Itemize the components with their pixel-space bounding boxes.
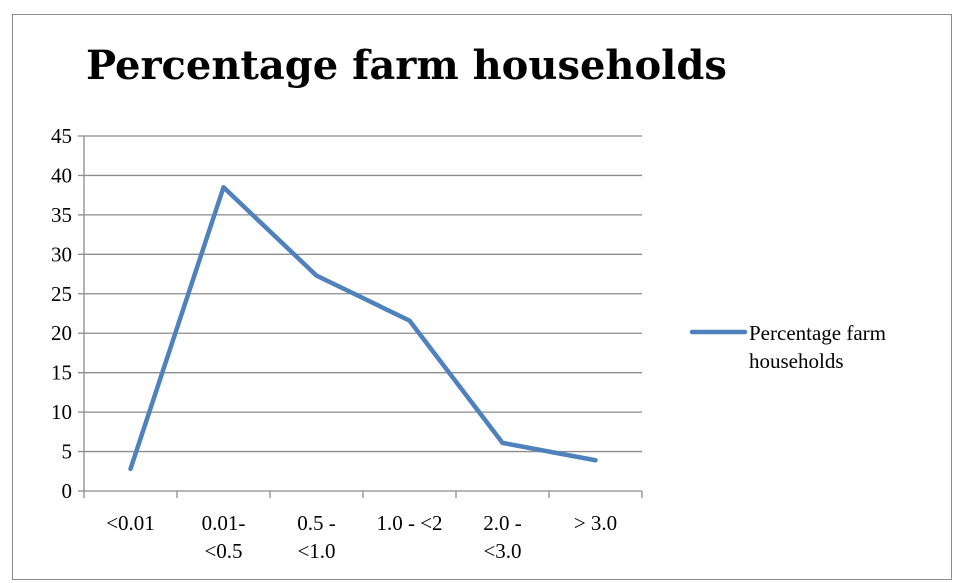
y-tick-label: 35: [51, 203, 72, 227]
y-tick-label: 20: [51, 321, 72, 345]
y-tick-label: 5: [62, 440, 73, 464]
y-tick-label: 15: [51, 361, 72, 385]
x-tick-label: 0.01-<0.5: [202, 511, 246, 563]
x-tick-labels: <0.01 0.01-<0.5 0.5 -<1.0 1.0 - <2 2.0 -<3.0…: [106, 511, 617, 563]
x-tick-label: 1.0 - <2: [376, 511, 442, 535]
x-tick-label: 2.0 -<3.0: [483, 511, 522, 563]
x-tick-label: <0.01: [106, 511, 155, 535]
chart-title: Percentage farm households: [86, 42, 727, 89]
y-tick-label: 10: [51, 400, 72, 424]
chart-frame: [12, 14, 952, 580]
x-tick-label: 0.5 -<1.0: [297, 511, 336, 563]
legend: Percentage farm households: [689, 321, 886, 373]
x-tick-label: > 3.0: [574, 511, 617, 535]
y-tick-label: 45: [51, 124, 72, 148]
y-tick-label: 25: [51, 282, 72, 306]
gridlines: [84, 135, 642, 453]
legend-label: Percentage farm: [749, 321, 886, 345]
y-tick-label: 0: [62, 479, 73, 503]
series-layer: [128, 185, 598, 472]
legend-label: households: [749, 349, 844, 373]
y-tick-label: 30: [51, 242, 72, 266]
y-tick-labels: 0 5 10 15 20 25 30 35 40 45: [51, 124, 72, 503]
y-tick-label: 40: [51, 163, 72, 187]
series-line: [128, 185, 598, 472]
axes: [78, 135, 643, 498]
